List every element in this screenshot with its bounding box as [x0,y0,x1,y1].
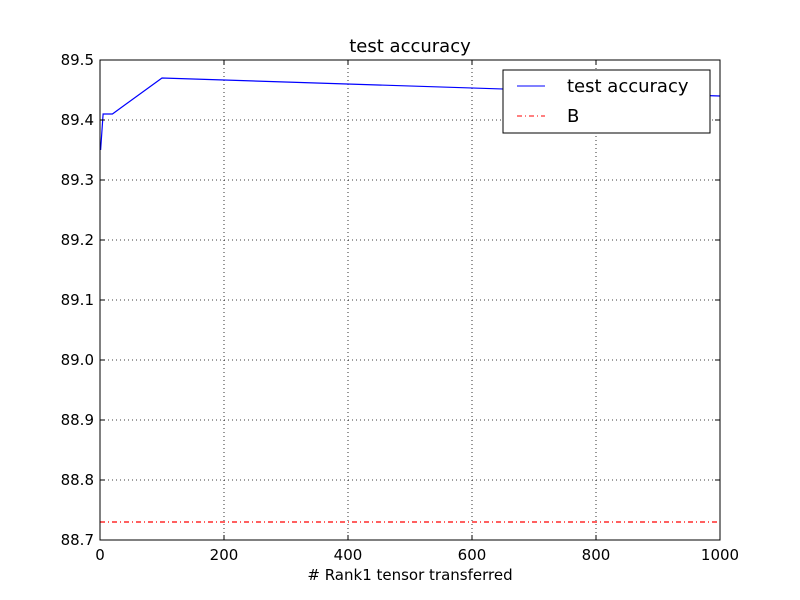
x-axis-label: # Rank1 tensor transferred [307,566,512,584]
y-tick-label: 88.8 [61,471,94,489]
y-tick-label: 89.1 [61,291,94,309]
x-tick-label: 0 [95,546,105,564]
y-tick-label: 89.5 [61,51,94,69]
legend-label-test-accuracy: test accuracy [567,76,689,97]
legend-label-b: B [567,106,579,127]
y-tick-label: 88.7 [61,531,94,549]
x-tick-label: 400 [334,546,363,564]
x-tick-label: 800 [582,546,611,564]
legend: test accuracy B [502,69,711,134]
y-tick-label: 89.2 [61,231,94,249]
x-tick-label: 1000 [701,546,739,564]
x-tick-label: 200 [210,546,239,564]
legend-box [502,69,711,134]
y-tick-label: 89.0 [61,351,94,369]
x-tick-label: 600 [458,546,487,564]
chart-title: test accuracy [349,36,471,57]
y-tick-label: 89.3 [61,171,94,189]
y-tick-label: 89.4 [61,111,94,129]
axis-ticks: 0 200 400 600 800 1000 88.7 88.8 88.9 89.0 89.1 89.… [61,51,740,564]
y-tick-label: 88.9 [61,411,94,429]
